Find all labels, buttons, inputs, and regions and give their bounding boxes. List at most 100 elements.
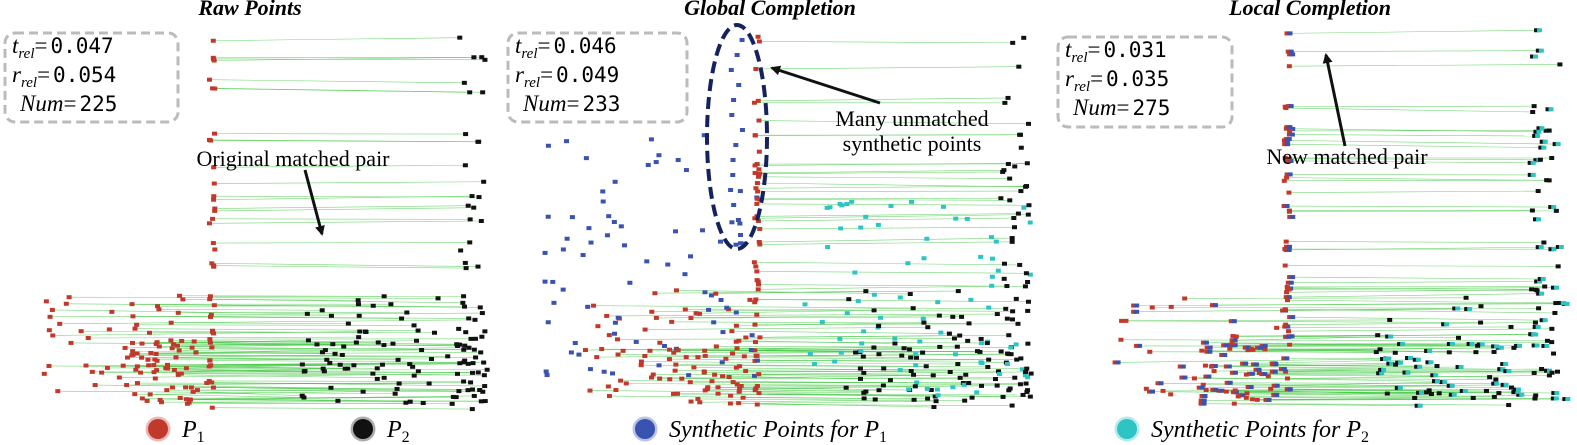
point — [1555, 244, 1561, 249]
point — [1284, 204, 1290, 209]
point — [615, 337, 621, 342]
point — [122, 345, 128, 350]
point — [1544, 368, 1550, 373]
point — [43, 299, 49, 304]
point — [837, 336, 843, 341]
point — [545, 143, 551, 148]
point — [1439, 380, 1445, 385]
match-line — [148, 364, 303, 366]
point — [1506, 403, 1512, 408]
annotation: Many unmatched — [835, 106, 988, 131]
point — [1115, 360, 1121, 365]
point — [1415, 357, 1421, 362]
point — [104, 365, 110, 370]
point — [1441, 322, 1447, 327]
point — [1527, 160, 1533, 165]
point — [1466, 341, 1472, 346]
point — [179, 338, 185, 343]
point — [648, 137, 654, 142]
point — [755, 34, 761, 39]
highlight-ellipse — [705, 23, 769, 251]
point — [937, 344, 943, 349]
match-line — [759, 199, 1010, 201]
point — [1203, 388, 1209, 393]
point — [1506, 369, 1512, 374]
point — [189, 345, 195, 350]
point — [1553, 208, 1559, 213]
match-line — [678, 347, 874, 351]
point — [1542, 284, 1548, 289]
point — [729, 113, 735, 117]
point — [1203, 374, 1209, 379]
point — [1210, 387, 1216, 392]
match-line — [715, 290, 866, 294]
point — [327, 360, 333, 365]
point — [1248, 346, 1254, 351]
point — [381, 375, 387, 380]
point — [206, 77, 212, 82]
point — [1478, 304, 1484, 309]
point — [1202, 363, 1208, 368]
point — [701, 133, 707, 138]
match-line — [142, 340, 309, 344]
point — [1550, 396, 1556, 401]
point — [1285, 376, 1291, 381]
point — [733, 310, 739, 315]
point — [951, 336, 957, 341]
point — [844, 202, 850, 207]
match-line — [209, 360, 484, 363]
point — [355, 298, 361, 303]
point — [752, 340, 758, 345]
point — [381, 343, 387, 348]
point — [756, 167, 762, 172]
point — [314, 342, 320, 347]
match-line — [1284, 205, 1551, 208]
point — [1464, 307, 1470, 312]
point — [857, 366, 863, 371]
point — [475, 139, 481, 144]
point — [955, 362, 961, 367]
point — [1229, 370, 1235, 375]
point — [124, 355, 130, 360]
metric-symbol: t — [1065, 37, 1072, 62]
point — [909, 199, 915, 204]
point — [210, 328, 216, 333]
point — [671, 350, 677, 355]
match-line — [730, 400, 937, 404]
point — [1026, 203, 1032, 208]
point — [551, 300, 557, 305]
point — [1286, 295, 1292, 300]
point — [1004, 362, 1010, 367]
point — [1198, 398, 1204, 403]
point — [588, 240, 594, 245]
match-line — [1287, 375, 1550, 379]
point — [1262, 344, 1268, 349]
point — [753, 66, 759, 71]
point — [542, 250, 548, 255]
point — [984, 341, 990, 346]
match-line — [699, 399, 915, 403]
match-line — [759, 241, 1013, 245]
point — [914, 380, 920, 385]
point — [985, 364, 991, 369]
point — [1281, 204, 1287, 209]
point — [756, 118, 762, 123]
point — [853, 350, 859, 355]
match-line — [156, 352, 481, 355]
point — [734, 53, 740, 57]
point — [109, 309, 115, 314]
match-line — [213, 58, 485, 61]
point — [1553, 285, 1559, 290]
point — [756, 39, 762, 44]
match-line — [617, 338, 955, 340]
metric-value: 225 — [79, 92, 117, 116]
point — [1018, 145, 1024, 150]
point — [963, 372, 969, 377]
point — [1010, 40, 1016, 45]
point — [1245, 345, 1251, 350]
match-line — [745, 335, 960, 338]
point — [1467, 307, 1473, 312]
point — [353, 340, 359, 345]
point — [1285, 298, 1291, 303]
points — [542, 34, 1034, 410]
